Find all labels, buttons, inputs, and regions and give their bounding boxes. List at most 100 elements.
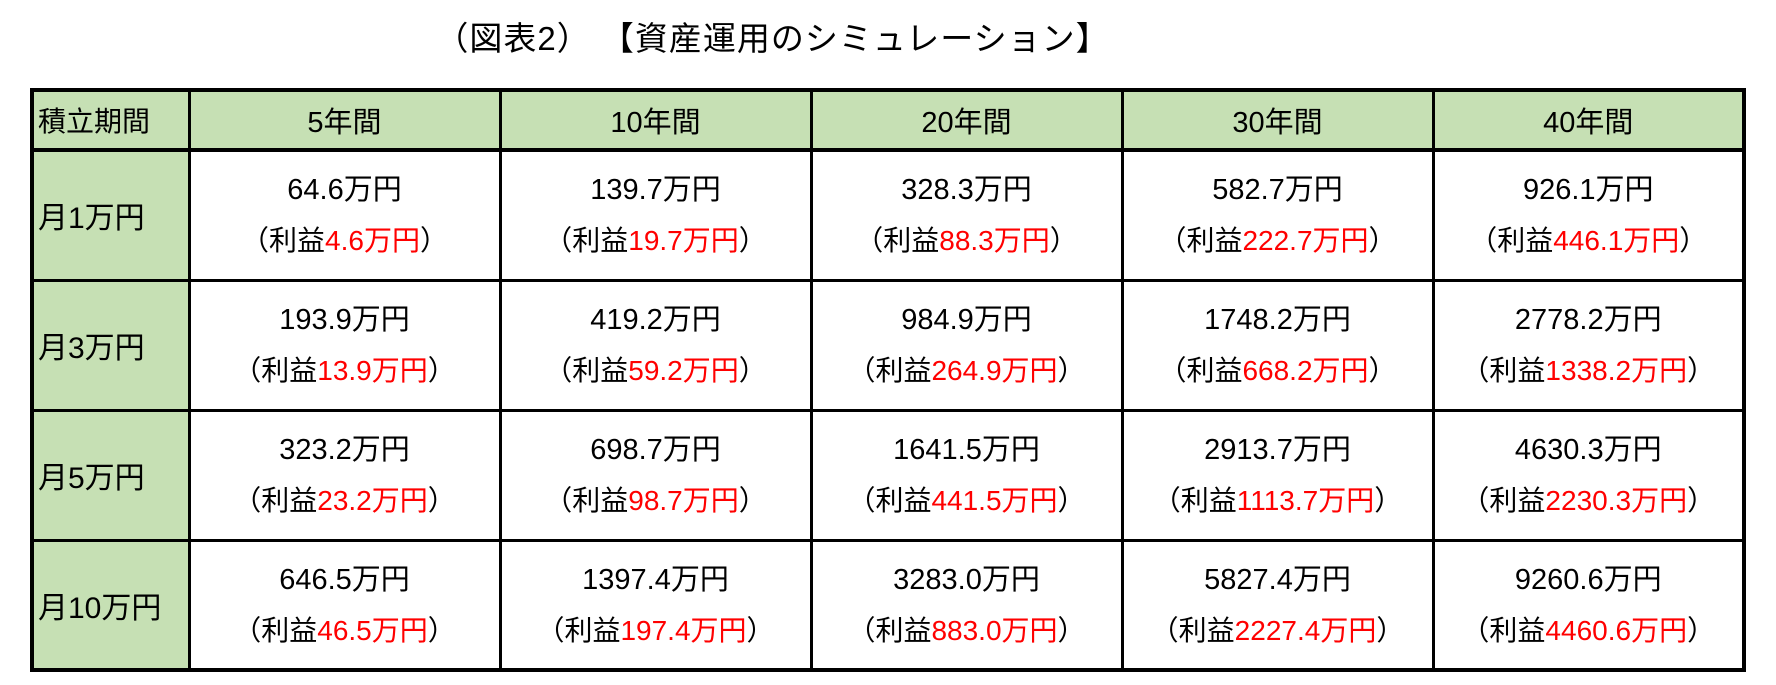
row-label: 月3万円 bbox=[30, 278, 191, 412]
profit-close: ） bbox=[1376, 614, 1405, 646]
table-row: 月1万円 64.6万円 （利益4.6万円） 139.7万円 （利益19.7万円）… bbox=[30, 148, 1746, 282]
profit-open: （利益 bbox=[847, 355, 932, 386]
total-amount: 9260.6万円 bbox=[1514, 563, 1662, 596]
column-header-5y: 5年間 bbox=[187, 88, 502, 152]
profit-amount: （利益1113.7万円） bbox=[1153, 485, 1403, 517]
value-cell: 1641.5万円 （利益441.5万円） bbox=[809, 408, 1124, 542]
profit-open: （利益 bbox=[544, 355, 629, 386]
profit-amount: （利益1338.2万円） bbox=[1461, 355, 1715, 387]
profit-value: 46.5万円 bbox=[317, 614, 428, 646]
total-amount: 419.2万円 bbox=[590, 304, 721, 336]
profit-value: 222.7万円 bbox=[1242, 225, 1369, 257]
total-amount: 323.2万円 bbox=[279, 434, 410, 466]
profit-amount: （利益4460.6万円） bbox=[1461, 615, 1715, 647]
profit-value: 19.7万円 bbox=[628, 225, 739, 257]
profit-close: ） bbox=[738, 355, 767, 386]
profit-close: ） bbox=[1687, 614, 1716, 646]
total-amount: 2913.7万円 bbox=[1204, 434, 1351, 466]
profit-amount: （利益2227.4万円） bbox=[1151, 615, 1405, 647]
profit-close: ） bbox=[1374, 485, 1403, 516]
value-cell: 4630.3万円 （利益2230.3万円） bbox=[1431, 408, 1746, 542]
figure-title: （図表2） 【資産運用のシミュレーション】 bbox=[435, 20, 1110, 57]
profit-open: （利益 bbox=[1158, 225, 1243, 257]
profit-close: ） bbox=[419, 225, 448, 257]
corner-header: 積立期間 bbox=[30, 88, 191, 152]
total-amount: 646.5万円 bbox=[279, 563, 410, 596]
profit-close: ） bbox=[1057, 355, 1086, 386]
profit-close: ） bbox=[427, 485, 456, 516]
profit-value: 88.3万円 bbox=[939, 225, 1050, 257]
total-amount: 984.9万円 bbox=[901, 304, 1032, 336]
profit-value: 441.5万円 bbox=[931, 485, 1058, 516]
profit-close: ） bbox=[1687, 485, 1716, 516]
simulation-table: 積立期間 5年間 10年間 20年間 30年間 40年間 月1万円 64.6万円… bbox=[30, 88, 1746, 672]
profit-close: ） bbox=[738, 225, 767, 257]
value-cell: 1748.2万円 （利益668.2万円） bbox=[1120, 278, 1435, 412]
profit-open: （利益 bbox=[241, 225, 326, 257]
profit-value: 4.6万円 bbox=[325, 225, 420, 257]
profit-amount: （利益197.4万円） bbox=[536, 615, 774, 647]
value-cell: 698.7万円 （利益98.7万円） bbox=[498, 408, 813, 542]
profit-value: 883.0万円 bbox=[931, 614, 1058, 646]
profit-value: 197.4万円 bbox=[620, 614, 747, 646]
value-cell: 139.7万円 （利益19.7万円） bbox=[498, 148, 813, 282]
profit-open: （利益 bbox=[1150, 614, 1235, 646]
profit-amount: （利益19.7万円） bbox=[544, 225, 767, 257]
value-cell: 419.2万円 （利益59.2万円） bbox=[498, 278, 813, 412]
profit-amount: （利益23.2万円） bbox=[233, 485, 456, 517]
profit-amount: （利益446.1万円） bbox=[1469, 225, 1707, 257]
profit-amount: （利益88.3万円） bbox=[855, 225, 1078, 257]
profit-close: ） bbox=[1687, 355, 1716, 386]
profit-amount: （利益59.2万円） bbox=[544, 355, 767, 387]
total-amount: 582.7万円 bbox=[1212, 174, 1343, 207]
profit-open: （利益 bbox=[1469, 225, 1554, 257]
profit-value: 23.2万円 bbox=[317, 485, 428, 516]
profit-value: 1338.2万円 bbox=[1545, 355, 1688, 386]
value-cell: 193.9万円 （利益13.9万円） bbox=[187, 278, 502, 412]
profit-value: 13.9万円 bbox=[317, 355, 428, 386]
profit-value: 1113.7万円 bbox=[1236, 485, 1375, 516]
profit-value: 2230.3万円 bbox=[1545, 485, 1688, 516]
profit-close: ） bbox=[1368, 355, 1397, 386]
value-cell: 646.5万円 （利益46.5万円） bbox=[187, 538, 502, 672]
profit-open: （利益 bbox=[847, 614, 932, 646]
total-amount: 3283.0万円 bbox=[893, 563, 1040, 596]
profit-amount: （利益883.0万円） bbox=[847, 615, 1085, 647]
profit-amount: （利益4.6万円） bbox=[241, 225, 448, 257]
profit-amount: （利益441.5万円） bbox=[847, 485, 1085, 517]
profit-open: （利益 bbox=[1152, 485, 1237, 516]
profit-close: ） bbox=[427, 614, 456, 646]
header-row: 積立期間 5年間 10年間 20年間 30年間 40年間 bbox=[30, 88, 1746, 152]
profit-close: ） bbox=[1368, 225, 1397, 257]
total-amount: 926.1万円 bbox=[1522, 174, 1654, 207]
row-label: 月10万円 bbox=[30, 538, 191, 672]
profit-amount: （利益98.7万円） bbox=[544, 485, 767, 517]
total-amount: 2778.2万円 bbox=[1514, 304, 1662, 336]
profit-value: 264.9万円 bbox=[931, 355, 1058, 386]
row-label: 月5万円 bbox=[30, 408, 191, 542]
profit-close: ） bbox=[1057, 614, 1086, 646]
total-amount: 698.7万円 bbox=[590, 434, 721, 466]
column-header-10y: 10年間 bbox=[498, 88, 813, 152]
profit-amount: （利益2230.3万円） bbox=[1461, 485, 1715, 517]
value-cell: 2778.2万円 （利益1338.2万円） bbox=[1431, 278, 1746, 412]
profit-open: （利益 bbox=[1461, 614, 1546, 646]
value-cell: 3283.0万円 （利益883.0万円） bbox=[809, 538, 1124, 672]
profit-amount: （利益222.7万円） bbox=[1158, 225, 1396, 257]
profit-open: （利益 bbox=[544, 485, 629, 516]
profit-value: 446.1万円 bbox=[1553, 225, 1680, 257]
profit-open: （利益 bbox=[233, 355, 318, 386]
value-cell: 64.6万円 （利益4.6万円） bbox=[187, 148, 502, 282]
total-amount: 5827.4万円 bbox=[1204, 563, 1351, 596]
total-amount: 1641.5万円 bbox=[893, 434, 1040, 466]
column-header-40y: 40年間 bbox=[1431, 88, 1746, 152]
profit-close: ） bbox=[1679, 225, 1708, 257]
profit-open: （利益 bbox=[847, 485, 932, 516]
value-cell: 582.7万円 （利益222.7万円） bbox=[1120, 148, 1435, 282]
value-cell: 328.3万円 （利益88.3万円） bbox=[809, 148, 1124, 282]
profit-close: ） bbox=[738, 485, 767, 516]
profit-open: （利益 bbox=[233, 614, 318, 646]
value-cell: 323.2万円 （利益23.2万円） bbox=[187, 408, 502, 542]
table-row: 月5万円 323.2万円 （利益23.2万円） 698.7万円 （利益98.7万… bbox=[30, 408, 1746, 542]
profit-open: （利益 bbox=[544, 225, 629, 257]
